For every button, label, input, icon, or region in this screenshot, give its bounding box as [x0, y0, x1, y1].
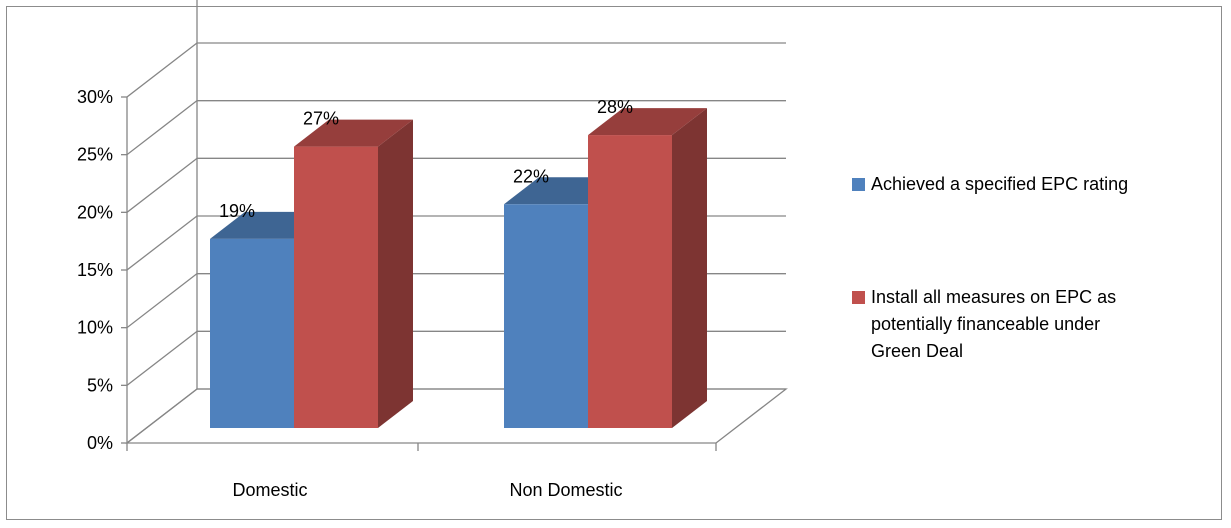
gridline-side — [126, 157, 198, 213]
x-category-label: Non Domestic — [509, 480, 622, 500]
legend: Achieved a specified EPC rating Install a… — [852, 174, 1128, 361]
y-tick-label: 15% — [77, 260, 113, 280]
data-label: 19% — [219, 201, 255, 221]
gridline-side — [126, 215, 198, 271]
y-tick-label: 25% — [77, 145, 113, 165]
gridline-side — [126, 100, 198, 156]
y-tick-label: 20% — [77, 202, 113, 222]
chart-floor — [125, 388, 788, 444]
bar-top-face — [588, 108, 707, 136]
legend-label: Install all measures on EPC as — [871, 287, 1116, 307]
y-tick-label: 0% — [87, 433, 113, 453]
legend-swatch — [852, 291, 865, 304]
data-label: 22% — [513, 166, 549, 186]
bar-front-face — [504, 204, 588, 428]
bar — [588, 108, 707, 429]
y-tick-label: 10% — [77, 318, 113, 338]
y-tick-label: 5% — [87, 375, 113, 395]
bar — [294, 119, 413, 428]
legend-label: Green Deal — [871, 341, 963, 361]
gridline-side — [126, 330, 198, 386]
gridline-side — [126, 273, 198, 329]
bar-front-face — [210, 238, 294, 428]
bar-front-face — [294, 146, 378, 428]
data-label: 28% — [597, 97, 633, 117]
bar-side-face — [672, 108, 707, 429]
bar-side-face — [378, 119, 413, 428]
legend-label: Achieved a specified EPC rating — [871, 174, 1128, 194]
legend-label: potentially financeable under — [871, 314, 1100, 334]
y-tick-label: 30% — [77, 87, 113, 107]
x-category-label: Domestic — [232, 480, 307, 500]
bar-top-face — [294, 119, 413, 147]
data-label: 27% — [303, 109, 339, 129]
legend-swatch — [852, 178, 865, 191]
bar-front-face — [588, 135, 672, 429]
bars — [210, 108, 707, 429]
gridline-side — [126, 42, 198, 98]
